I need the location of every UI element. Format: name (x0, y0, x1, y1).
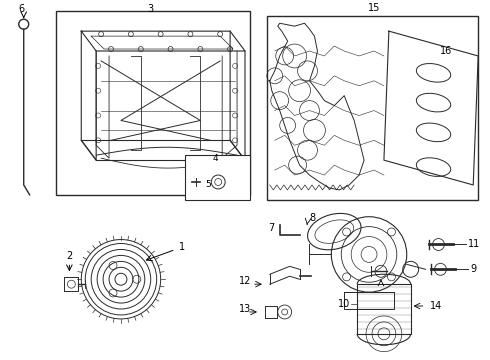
Text: 12: 12 (239, 276, 251, 286)
Text: 14: 14 (430, 301, 442, 311)
Text: 13: 13 (239, 304, 251, 314)
Text: 1: 1 (178, 243, 185, 252)
Text: 6: 6 (19, 4, 25, 14)
Text: 8: 8 (310, 213, 316, 223)
Text: 2: 2 (66, 251, 73, 261)
Text: 4: 4 (213, 154, 218, 163)
Bar (185, 155, 250, 200)
Text: 5: 5 (205, 180, 211, 189)
Bar (357, 284, 411, 334)
Text: 16: 16 (441, 46, 453, 56)
Bar (344, 292, 394, 309)
Text: 3: 3 (147, 4, 154, 14)
Text: 15: 15 (368, 3, 380, 13)
Text: 9: 9 (470, 264, 476, 274)
Text: 10: 10 (338, 299, 350, 309)
Text: 11: 11 (468, 239, 481, 249)
Text: 7: 7 (269, 222, 275, 233)
Bar (56, 11, 250, 195)
